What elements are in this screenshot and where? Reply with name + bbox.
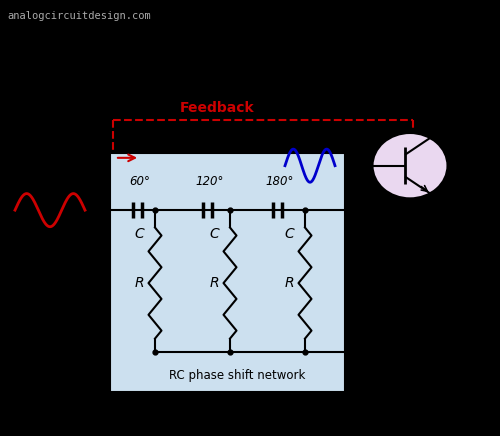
Text: 60°: 60° bbox=[130, 175, 150, 188]
FancyBboxPatch shape bbox=[110, 153, 345, 392]
Text: C: C bbox=[284, 227, 294, 241]
Text: 120°: 120° bbox=[196, 175, 224, 188]
Text: 180°: 180° bbox=[266, 175, 294, 188]
Text: R: R bbox=[284, 276, 294, 290]
Text: Feedback: Feedback bbox=[180, 101, 255, 115]
Text: analogcircuitdesign.com: analogcircuitdesign.com bbox=[8, 11, 151, 21]
Text: C: C bbox=[209, 227, 219, 241]
Text: R: R bbox=[134, 276, 144, 290]
Text: C: C bbox=[134, 227, 144, 241]
Text: RC phase shift network: RC phase shift network bbox=[170, 368, 306, 382]
Circle shape bbox=[372, 133, 448, 198]
Text: R: R bbox=[209, 276, 219, 290]
